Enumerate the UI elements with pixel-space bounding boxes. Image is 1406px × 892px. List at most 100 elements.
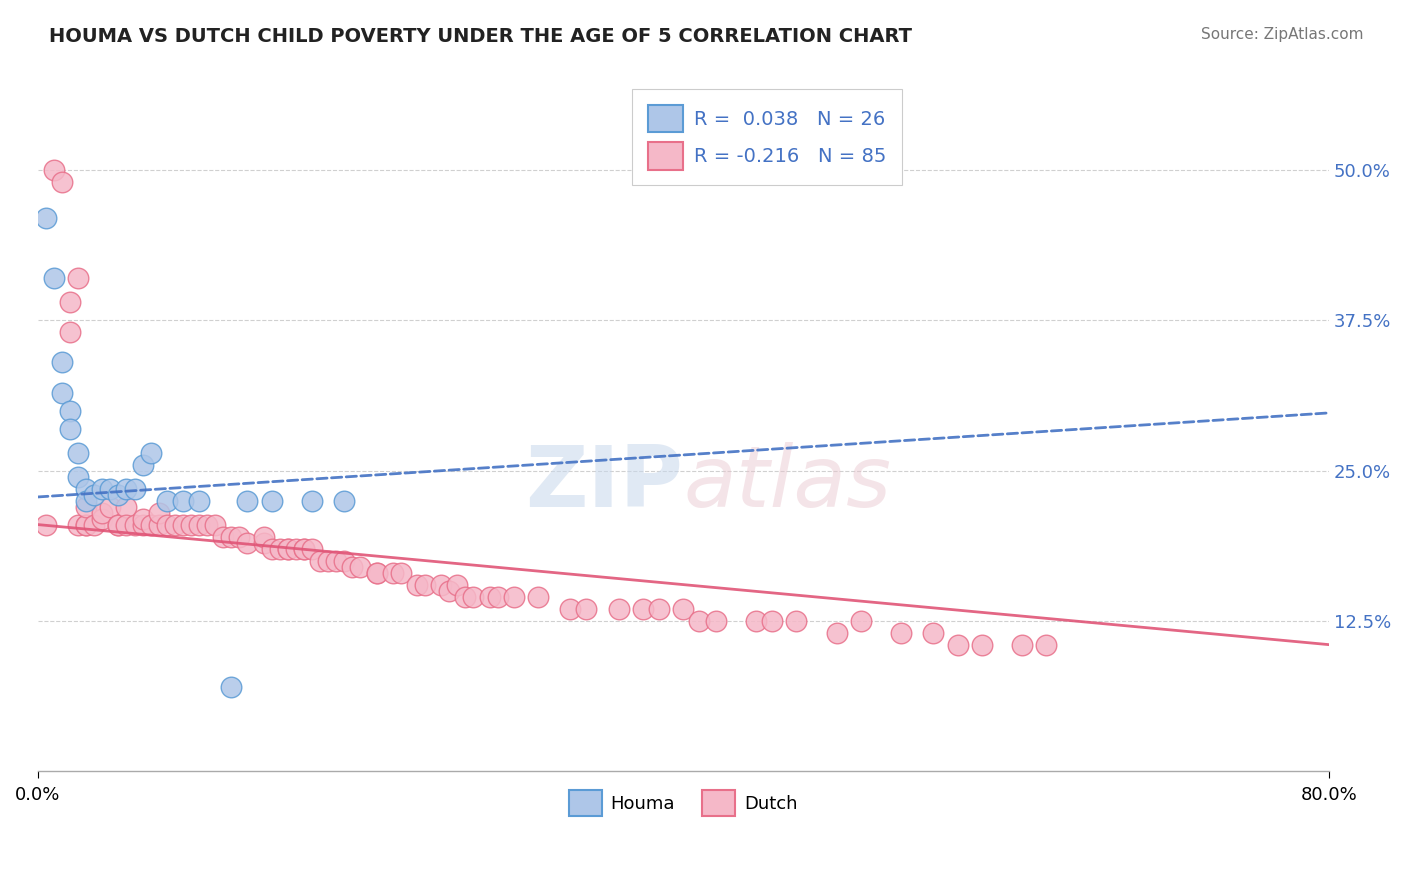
Point [67,517,90,532]
Point [672,601,695,615]
Point [124,517,146,532]
Legend: Houma, Dutch: Houma, Dutch [562,783,804,823]
Point [139,445,162,459]
Point [236,493,259,508]
Text: atlas: atlas [683,442,891,524]
Point [107,487,129,501]
Point [825,625,848,640]
Point [527,590,550,604]
Point [277,541,299,556]
Point [333,493,356,508]
Point [163,517,186,532]
Point [115,500,138,514]
Point [463,590,485,604]
Point [221,680,243,694]
Point [292,541,315,556]
Point [75,482,97,496]
Point [124,482,146,496]
Point [277,541,299,556]
Point [51,175,73,189]
Text: HOUMA VS DUTCH CHILD POVERTY UNDER THE AGE OF 5 CORRELATION CHART: HOUMA VS DUTCH CHILD POVERTY UNDER THE A… [49,27,912,45]
Point [195,517,218,532]
Point [502,590,524,604]
Point [761,614,783,628]
Point [269,541,291,556]
Point [366,566,388,580]
Point [91,506,114,520]
Point [188,493,211,508]
Point [91,511,114,525]
Point [212,530,235,544]
Point [253,535,276,549]
Point [75,517,97,532]
Point [301,493,323,508]
Point [454,590,477,604]
Point [98,500,121,514]
Point [316,553,339,567]
Point [204,517,226,532]
Point [107,517,129,532]
Point [253,530,276,544]
Point [156,517,179,532]
Point [745,614,768,628]
Point [381,566,404,580]
Point [631,601,654,615]
Point [91,482,114,496]
Point [301,541,323,556]
Point [75,493,97,508]
Point [292,541,315,556]
Point [236,535,259,549]
Point [156,493,179,508]
Point [75,500,97,514]
Point [172,493,194,508]
Point [1011,638,1033,652]
Point [35,517,58,532]
Point [349,559,371,574]
Point [260,493,283,508]
Point [260,541,283,556]
Point [51,385,73,400]
Point [180,517,202,532]
Point [849,614,872,628]
Point [51,355,73,369]
Text: ZIP: ZIP [526,442,683,524]
Point [67,445,90,459]
Point [42,271,65,285]
Point [785,614,807,628]
Point [439,583,461,598]
Point [67,469,90,483]
Point [188,517,211,532]
Point [366,566,388,580]
Point [59,421,82,435]
Point [890,625,912,640]
Point [946,638,969,652]
Point [325,553,347,567]
Point [430,577,453,591]
Point [148,506,170,520]
Point [389,566,412,580]
Point [446,577,468,591]
Point [486,590,509,604]
Text: Source: ZipAtlas.com: Source: ZipAtlas.com [1201,27,1364,42]
Point [131,511,153,525]
Point [139,517,162,532]
Point [59,326,82,340]
Point [131,517,153,532]
Point [1035,638,1057,652]
Point [970,638,993,652]
Point [333,553,356,567]
Point [83,517,105,532]
Point [148,517,170,532]
Point [172,517,194,532]
Point [607,601,630,615]
Point [342,559,364,574]
Point [59,403,82,417]
Point [131,458,153,472]
Point [59,295,82,310]
Point [922,625,945,640]
Point [98,482,121,496]
Point [228,530,250,544]
Point [284,541,307,556]
Point [704,614,727,628]
Point [35,211,58,226]
